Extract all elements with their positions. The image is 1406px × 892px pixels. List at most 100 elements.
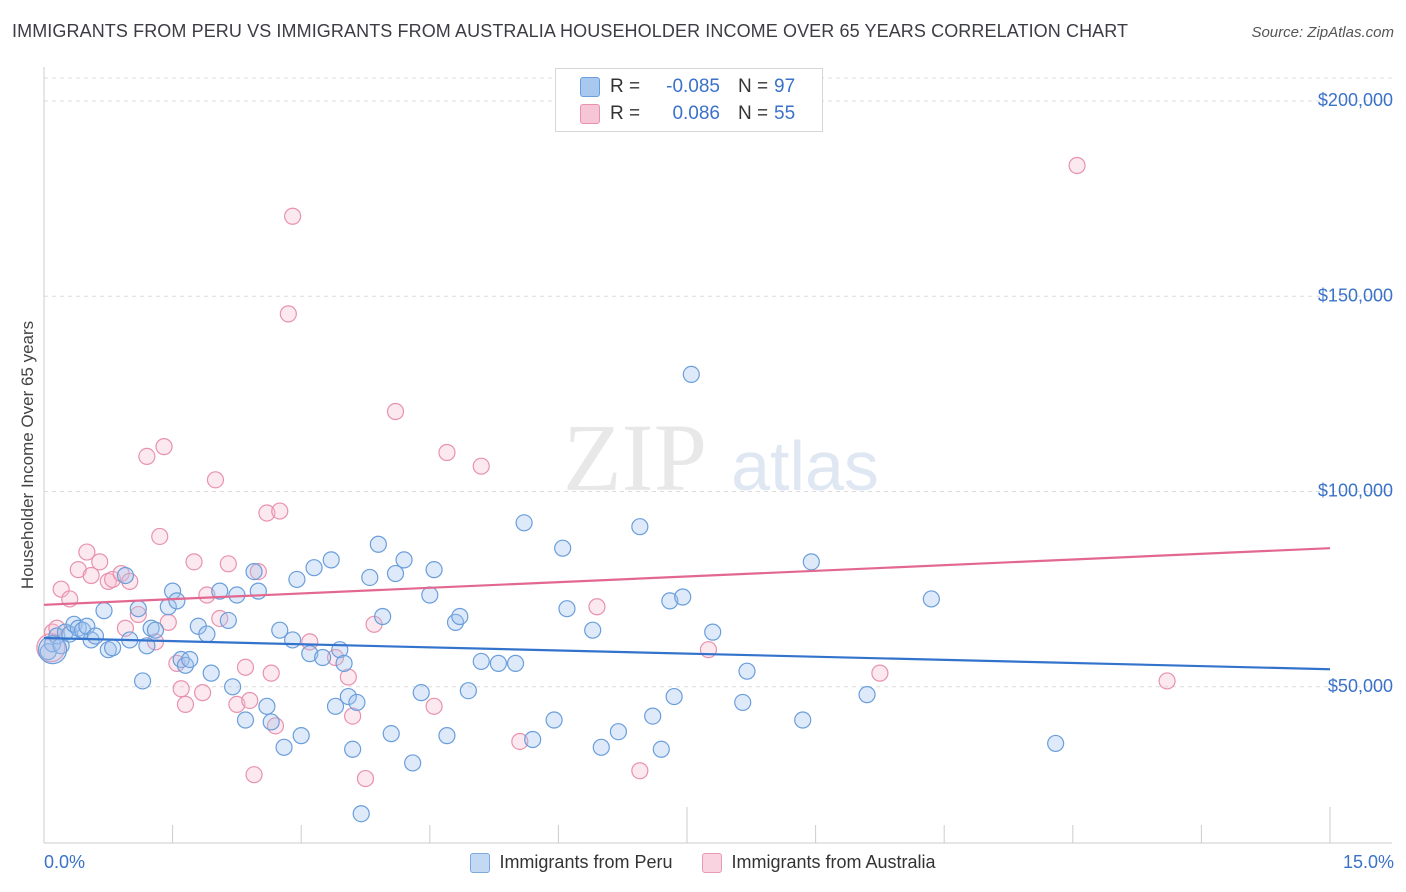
australia-swatch [580, 104, 600, 124]
data-point [369, 535, 387, 553]
data-point [138, 637, 156, 655]
data-point [52, 580, 70, 598]
data-point [129, 605, 147, 624]
data-point [631, 762, 649, 780]
data-point [609, 723, 628, 741]
y-tick-label: $150,000 [1318, 285, 1393, 305]
source-credit: Source: ZipAtlas.com [1251, 24, 1394, 41]
legend-item-australia[interactable]: Immigrants from Australia [702, 852, 936, 873]
data-point [1068, 156, 1086, 175]
data-point [82, 566, 100, 585]
watermark: ZIP atlas [563, 404, 879, 511]
data-point [168, 592, 186, 610]
data-point [305, 559, 323, 577]
data-point [1047, 734, 1065, 753]
data-point [592, 738, 610, 756]
data-point [682, 365, 700, 383]
data-point [172, 680, 190, 698]
data-point [344, 740, 362, 758]
data-point [194, 684, 212, 702]
data-point [558, 600, 576, 618]
data-point [738, 662, 756, 680]
legend-item-peru[interactable]: Immigrants from Peru [470, 852, 672, 873]
data-point [386, 564, 405, 583]
data-point [198, 586, 216, 604]
data-point [524, 730, 542, 749]
y-axis-label: Householder Income Over 65 years [18, 320, 37, 590]
data-point [511, 732, 529, 751]
n-label: N = [738, 103, 769, 124]
data-point [704, 623, 722, 641]
data-point [78, 617, 96, 635]
data-point [236, 658, 255, 676]
data-point [515, 514, 533, 532]
n-label: N = [738, 76, 769, 97]
data-point [314, 648, 332, 667]
n-value: 97 [774, 76, 796, 97]
data-point [262, 664, 280, 682]
data-point [198, 625, 216, 643]
data-point [459, 682, 477, 700]
data-point [412, 684, 430, 702]
data-point [138, 447, 156, 466]
data-point [224, 678, 242, 696]
data-point [858, 686, 876, 704]
legend-label-peru: Immigrants from Peru [499, 852, 673, 872]
data-point [271, 621, 289, 639]
y-tick-labels: $50,000 $100,000 $150,000 $200,000 [1318, 90, 1393, 696]
data-point [644, 707, 662, 725]
data-point [339, 668, 357, 686]
series-peru-points [37, 365, 1065, 823]
legend-label-australia: Immigrants from Australia [731, 852, 936, 872]
data-point [262, 713, 280, 731]
trend-line-peru [43, 636, 1331, 671]
data-point [344, 707, 362, 725]
r-value: 0.086 [672, 103, 720, 124]
data-point [301, 645, 319, 663]
data-point [584, 621, 602, 639]
peru-swatch [580, 77, 600, 97]
data-point [185, 553, 203, 571]
data-point [279, 305, 297, 323]
trend-lines [43, 547, 1331, 671]
chart-legend: Immigrants from Peru Immigrants from Aus… [0, 852, 1406, 873]
data-point [219, 611, 237, 630]
data-point [382, 725, 400, 743]
data-point [95, 602, 113, 620]
data-point [489, 654, 507, 672]
data-point [275, 738, 293, 756]
n-value: 55 [774, 103, 796, 124]
data-point [352, 805, 370, 823]
data-point [348, 693, 366, 712]
data-point [652, 740, 670, 758]
data-point [438, 727, 456, 745]
data-point [386, 402, 405, 421]
data-point [356, 769, 375, 788]
data-point [78, 543, 96, 561]
data-point [404, 754, 422, 772]
data-point [206, 471, 225, 489]
data-point [631, 518, 649, 536]
data-point [129, 600, 147, 618]
chart-title: IMMIGRANTS FROM PERU VS IMMIGRANTS FROM … [12, 21, 1129, 41]
data-point [361, 568, 379, 587]
data-point [674, 588, 692, 606]
data-point [103, 639, 122, 657]
data-point [258, 504, 276, 522]
data-point [425, 697, 443, 715]
trend-line-australia [43, 547, 1331, 606]
data-point [802, 553, 820, 571]
data-point [326, 648, 345, 667]
correlation-stats-box: R = -0.085 N = 97 R = 0.086 N = 55 [555, 68, 823, 132]
data-point [258, 697, 276, 715]
r-value: -0.085 [666, 76, 720, 97]
axes [43, 67, 1392, 844]
data-point [506, 654, 525, 672]
data-point [794, 711, 812, 729]
data-point [545, 711, 563, 729]
data-point [155, 438, 173, 456]
data-point [202, 664, 220, 682]
data-point [245, 766, 263, 784]
data-point [103, 570, 122, 589]
